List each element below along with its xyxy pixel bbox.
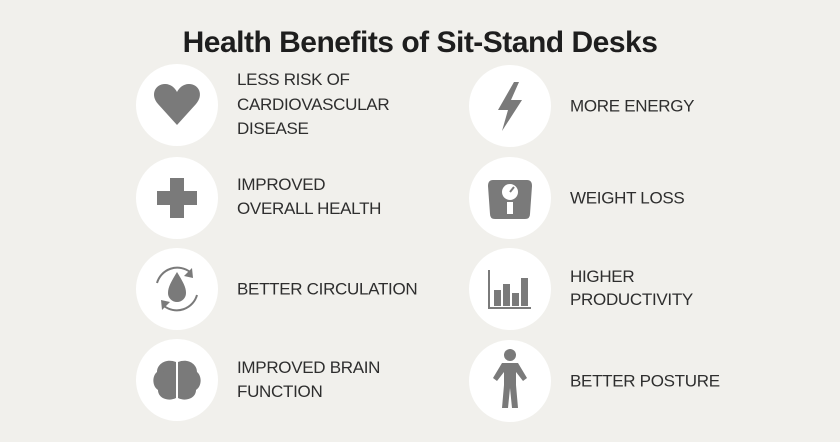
scale-icon <box>488 180 532 219</box>
lightning-icon <box>498 82 522 131</box>
circulation-icon <box>156 266 198 312</box>
title: Health Benefits of Sit-Stand Desks <box>183 26 658 59</box>
cross-icon <box>157 178 197 218</box>
benefit-label: BETTER POSTURE <box>570 371 720 390</box>
posture-icon <box>493 349 527 408</box>
benefit-label: BETTER CIRCULATION <box>237 279 417 298</box>
benefit-label: MORE ENERGY <box>570 96 694 115</box>
benefit-label: WEIGHT LOSS <box>570 188 684 207</box>
benefit-label: LESS RISK OF CARDIOVASCULAR DISEASE <box>237 70 394 138</box>
benefit-label: HIGHER PRODUCTIVITY <box>570 267 693 309</box>
benefit-label: IMPROVED OVERALL HEALTH <box>237 175 381 218</box>
bar-chart-icon <box>488 270 531 309</box>
brain-icon <box>153 360 201 400</box>
heart-icon <box>154 84 200 125</box>
benefit-label: IMPROVED BRAIN FUNCTION <box>237 358 385 401</box>
